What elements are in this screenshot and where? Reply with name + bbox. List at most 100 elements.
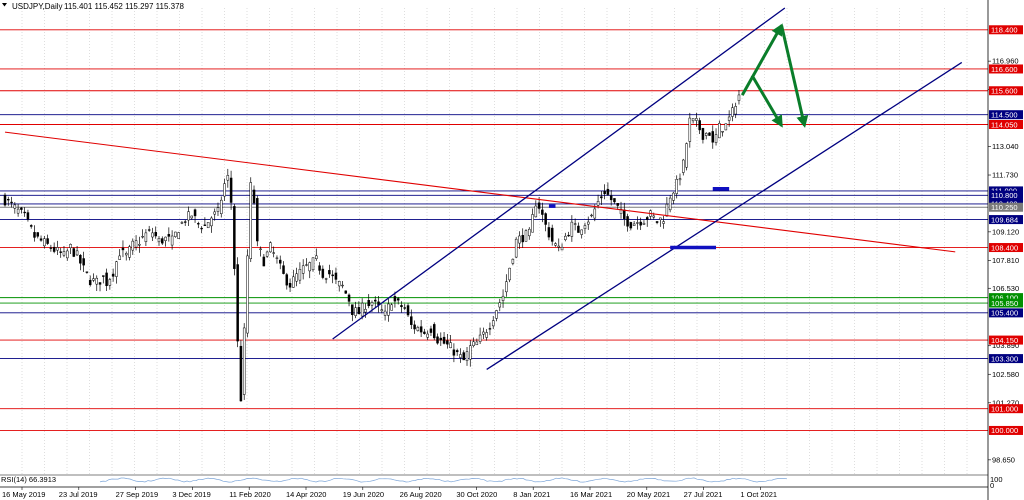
- candle-body: [10, 201, 13, 204]
- level-label-box: [989, 243, 1023, 253]
- candle-body: [108, 279, 112, 286]
- candle-body: [292, 276, 295, 288]
- x-tick-label: 26 Aug 2020: [400, 490, 442, 499]
- candle-body: [609, 195, 613, 201]
- candle-body: [43, 238, 46, 247]
- candle-body: [66, 250, 69, 259]
- horizontal-levels: [0, 29, 988, 431]
- y-tick-label: 113.040: [992, 142, 1019, 151]
- candle-body: [645, 217, 649, 220]
- candle-body: [390, 304, 393, 311]
- candle-body: [298, 269, 302, 281]
- candle-body: [596, 200, 600, 206]
- candle-body: [413, 324, 416, 330]
- candle-body: [102, 275, 105, 277]
- x-tick-label: 27 Sep 2019: [116, 490, 159, 499]
- candle-body: [347, 294, 351, 302]
- candle-body: [616, 203, 619, 206]
- candle-body: [482, 331, 485, 335]
- chevron-down-icon[interactable]: [2, 3, 7, 7]
- candle-body: [590, 214, 593, 217]
- candle-body: [177, 232, 180, 239]
- candle-body: [550, 227, 554, 242]
- candle-body: [636, 222, 639, 224]
- candle-body: [600, 196, 603, 199]
- candle-body: [567, 234, 570, 237]
- candle-body: [295, 273, 298, 282]
- y-tick-label: 103.890: [992, 341, 1019, 350]
- candle-body: [357, 307, 361, 315]
- candle-body: [564, 235, 567, 240]
- candle-body: [478, 334, 482, 342]
- candle-body: [7, 199, 10, 201]
- candle-body: [331, 274, 334, 277]
- forecast-arrows: [740, 23, 809, 128]
- candle-body: [370, 302, 374, 306]
- level-label-box: [989, 86, 1023, 96]
- candle-body: [174, 231, 177, 237]
- candle-body: [603, 191, 606, 195]
- y-tick-label: 102.580: [992, 370, 1019, 379]
- candle-body: [216, 207, 220, 212]
- forecast-arrow: [750, 74, 783, 128]
- candle-body: [446, 340, 449, 345]
- candle-body: [691, 118, 695, 122]
- channel-lower-line: [486, 61, 963, 371]
- candle-body: [282, 265, 285, 274]
- candle-body: [449, 342, 452, 349]
- candle-body: [154, 231, 157, 237]
- candle-body: [537, 202, 541, 209]
- candle-body: [213, 211, 216, 215]
- candle-body: [387, 303, 390, 316]
- x-tick-label: 23 Jul 2019: [59, 490, 98, 499]
- candle-body: [436, 336, 439, 344]
- candle-body: [236, 264, 239, 342]
- candle-body: [305, 264, 308, 266]
- candle-body: [262, 256, 266, 267]
- candle-body: [711, 131, 715, 143]
- candle-body: [505, 281, 508, 293]
- candle-body: [88, 279, 92, 286]
- candle-body: [33, 232, 36, 238]
- level-label: 100.000: [991, 426, 1018, 435]
- candle-body: [124, 253, 128, 256]
- symbol-title: USDJPY,Daily: [12, 2, 63, 11]
- channel-upper-line: [332, 7, 786, 340]
- candle-body: [98, 282, 102, 285]
- level-label: 116.600: [991, 65, 1018, 74]
- candle-body: [13, 204, 17, 209]
- candle-body: [727, 116, 731, 121]
- candle-body: [668, 197, 672, 211]
- candle-body: [272, 252, 275, 254]
- candle-body: [400, 305, 403, 308]
- candle-body: [528, 228, 531, 237]
- candle-body: [491, 320, 495, 327]
- time-axis: 16 May 2019 23 Jul 2019 27 Sep 2019 3 Dec 2…: [2, 487, 777, 499]
- ohlc-quote: 115.401 115.452 115.297 115.378: [64, 2, 185, 11]
- candle-body: [665, 203, 669, 217]
- candle-body: [92, 278, 95, 281]
- candle-body: [49, 247, 53, 249]
- candle-body: [187, 211, 190, 221]
- candle-body: [256, 198, 259, 242]
- candle-body: [3, 194, 7, 206]
- y-tick-label: 107.810: [992, 256, 1019, 265]
- x-tick-label: 1 Oct 2021: [740, 490, 777, 499]
- candle-body: [85, 271, 89, 273]
- level-label-box: [989, 120, 1023, 129]
- candle-body: [613, 198, 616, 203]
- candle-body: [39, 238, 43, 241]
- level-label: 114.050: [991, 120, 1018, 129]
- candle-body: [455, 350, 459, 353]
- candle-body: [682, 159, 685, 173]
- candle-body: [734, 106, 737, 115]
- candle-body: [419, 326, 423, 333]
- candle-body: [203, 224, 207, 226]
- candle-body: [626, 216, 629, 227]
- rsi-scale-bottom: 0: [990, 481, 994, 490]
- candle-body: [193, 209, 197, 217]
- level-label: 106.100: [991, 293, 1018, 302]
- candle-body: [619, 208, 623, 214]
